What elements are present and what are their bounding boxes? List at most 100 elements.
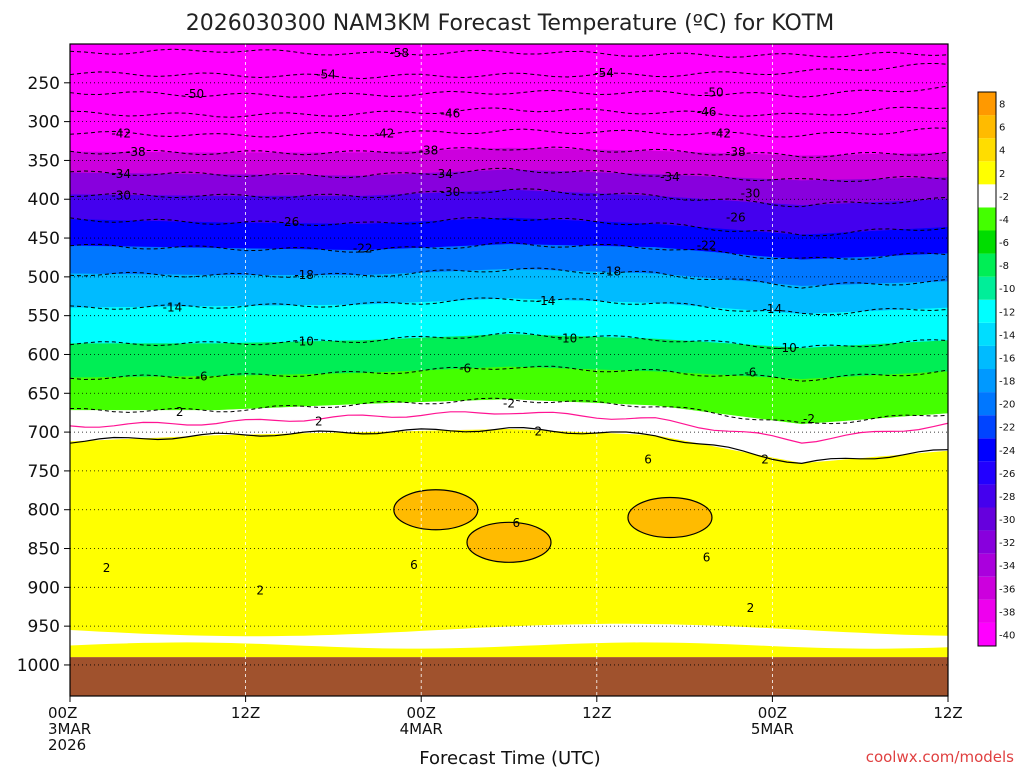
chart-title: 2026030300 NAM3KM Forecast Temperature (… — [186, 11, 834, 36]
contour-label: -50 — [704, 85, 724, 99]
y-tick-label: 650 — [28, 384, 60, 404]
x-tick-label: 2026 — [48, 736, 86, 754]
contour-label: -22 — [697, 238, 717, 252]
y-tick-label: 300 — [28, 113, 60, 133]
contour-label: -18 — [602, 265, 622, 279]
colorbar-label: -24 — [999, 446, 1015, 457]
colorbar-label: -2 — [999, 192, 1009, 203]
x-tick-label: 00Z — [758, 704, 787, 722]
contour-line — [70, 411, 948, 444]
credit-text: coolwx.com/models — [866, 748, 1014, 766]
contour-label: -38 — [726, 145, 746, 159]
contour-label: -18 — [294, 268, 314, 282]
plot-area — [70, 44, 948, 696]
contour-label: -42 — [375, 127, 395, 141]
contour-label: -30 — [441, 185, 461, 199]
y-tick-label: 900 — [28, 578, 60, 598]
contour-labels: -58 -54 -54 -50 -50 -46 -46 -42 -42 -42 -38 -38 -38 -… — [103, 46, 815, 615]
contour-line — [70, 426, 948, 465]
contour-label: 6 — [644, 453, 652, 467]
colorbar-swatch — [978, 599, 996, 623]
ground-below-surface — [70, 657, 948, 696]
colorbar-label: -26 — [999, 469, 1015, 480]
colorbar-label: -8 — [999, 261, 1009, 272]
contour-label: -14 — [163, 300, 183, 314]
colorbar-frame — [977, 91, 997, 647]
colorbar-swatch — [978, 392, 996, 416]
colorbar-label: -14 — [999, 330, 1015, 341]
contour-label: 6 — [512, 516, 520, 530]
y-tick-label: 700 — [28, 423, 60, 443]
x-tick-label: 00Z — [407, 704, 436, 722]
colorbar-swatch — [978, 484, 996, 508]
contour-label: -46 — [697, 105, 717, 119]
colorbar-swatch — [978, 253, 996, 277]
colorbar-label: -36 — [999, 584, 1015, 595]
y-tick-label: 950 — [28, 617, 60, 637]
y-tick-label: 1000 — [17, 656, 60, 676]
contour-label: 6 — [410, 558, 418, 572]
contour-label: -10 — [558, 331, 578, 345]
colorbar-swatch — [978, 184, 996, 208]
contour-label: -10 — [294, 335, 314, 349]
colorbar-swatch — [978, 438, 996, 462]
colorbar-label: -32 — [999, 538, 1015, 549]
contour-label: -2 — [503, 397, 515, 411]
contour-label: 6 — [703, 550, 711, 564]
colorbar-label: -40 — [999, 630, 1015, 641]
colorbar-swatch — [978, 230, 996, 254]
contour-label: -30 — [111, 189, 131, 203]
warm-pocket — [466, 521, 552, 563]
plot-frame — [69, 43, 949, 697]
colorbar-swatch — [978, 576, 996, 600]
x-axis-title: Forecast Time (UTC) — [419, 748, 600, 768]
contour-label: -54 — [594, 66, 614, 80]
colorbar-swatch — [978, 415, 996, 439]
x-tick-label: 12Z — [231, 704, 260, 722]
colorbar-swatch — [978, 507, 996, 531]
colorbar-swatch — [978, 369, 996, 393]
contour-label: 2 — [761, 453, 769, 467]
contour-line — [70, 397, 948, 425]
y-tick-label: 450 — [28, 229, 60, 249]
x-tick-label: 12Z — [933, 704, 962, 722]
colorbar-label: -6 — [999, 238, 1009, 249]
contour-label: -14 — [763, 302, 783, 316]
contour-label: -54 — [316, 68, 336, 82]
contour-label: 2 — [103, 561, 111, 575]
contour-label: -2 — [803, 412, 815, 426]
y-tick-label: 400 — [28, 190, 60, 210]
contour-label: -26 — [280, 215, 300, 229]
x-tick-label: 12Z — [582, 704, 611, 722]
colorbar-label: -34 — [999, 561, 1015, 572]
contour-label: 2 — [315, 415, 323, 429]
y-tick-label: 750 — [28, 462, 60, 482]
y-tick-label: 250 — [28, 74, 60, 94]
contour-label: -38 — [126, 145, 146, 159]
band-surface-warm — [70, 642, 948, 658]
contour-line — [70, 267, 948, 289]
y-axis: 250 300 350 400 450 500 550 600 650 700 750 800 850 9… — [17, 74, 70, 676]
colorbar-label: -20 — [999, 400, 1015, 411]
x-tick-label: 3MAR — [48, 720, 91, 738]
colorbar-swatch — [978, 161, 996, 185]
contour-label: -10 — [777, 341, 797, 355]
warm-pocket — [393, 489, 479, 531]
colorbar-label: -38 — [999, 607, 1015, 618]
colorbar-label: 8 — [999, 100, 1005, 111]
y-tick-label: 550 — [28, 307, 60, 327]
colorbar-swatch — [978, 345, 996, 369]
contour-label: -42 — [711, 127, 731, 141]
colorbar-label: -16 — [999, 353, 1015, 364]
colorbar-label: 2 — [999, 169, 1005, 180]
contour-label: -6 — [196, 369, 208, 383]
y-tick-label: 800 — [28, 501, 60, 521]
colorbar-label: -22 — [999, 423, 1015, 434]
contour-label: 2 — [176, 405, 184, 419]
y-tick-label: 850 — [28, 540, 60, 560]
colorbar-swatch — [978, 138, 996, 162]
colorbar-label: 6 — [999, 123, 1005, 134]
colorbar-swatch — [978, 322, 996, 346]
